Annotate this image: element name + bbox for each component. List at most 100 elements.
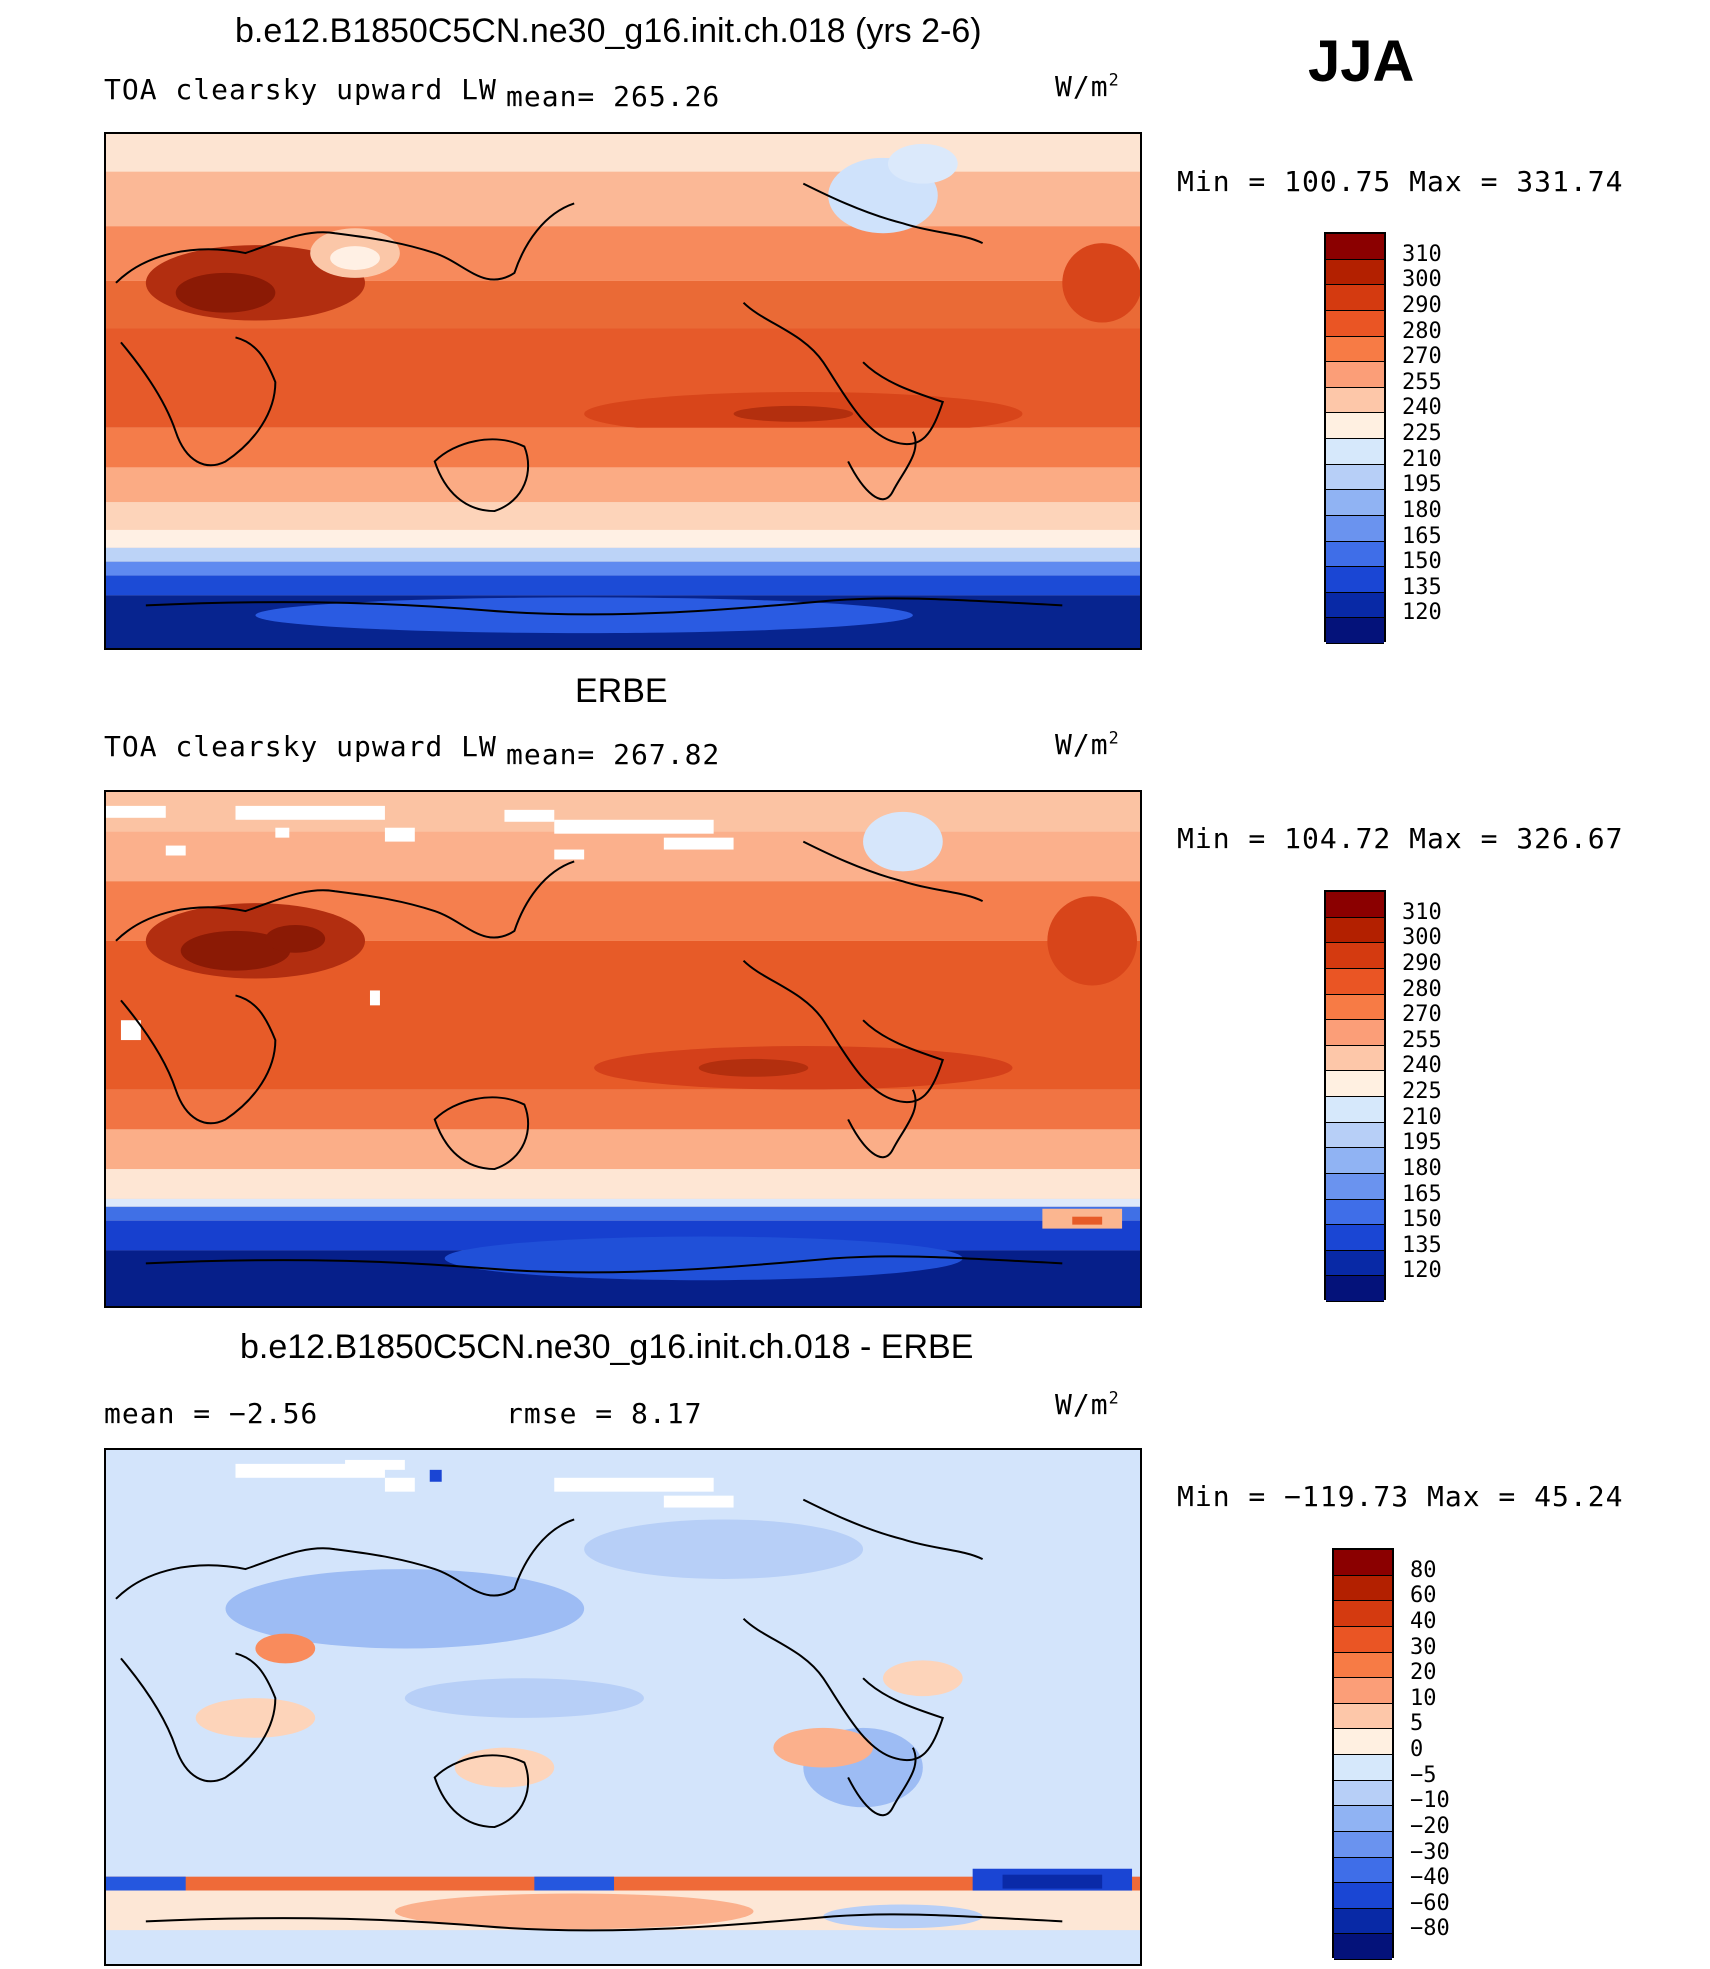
colorbar-tick-label: −10	[1410, 1788, 1450, 1814]
colorbar-swatch	[1334, 1831, 1392, 1858]
colorbar-tick-label: 195	[1402, 472, 1442, 498]
colorbar-swatch	[1326, 592, 1384, 619]
colorbar-swatch	[1326, 1071, 1384, 1097]
colorbar-tick-label: 210	[1402, 1104, 1442, 1130]
colorbar-swatch	[1326, 259, 1384, 286]
colorbar-swatch	[1334, 1601, 1392, 1627]
colorbar-tick-label: 165	[1402, 1181, 1442, 1207]
colorbar-tick-label: −40	[1410, 1865, 1450, 1891]
panel-3-minmax: Min = −119.73 Max = 45.24	[1177, 1480, 1624, 1513]
colorbar-tick-label: 225	[1402, 1079, 1442, 1104]
colorbar-tick-label: 290	[1402, 950, 1442, 976]
colorbar-swatch	[1326, 336, 1384, 363]
colorbar-tick-label: 280	[1402, 318, 1442, 344]
colorbar-tick-label: 300	[1402, 267, 1442, 293]
colorbar-tick-label: 255	[1402, 1027, 1442, 1053]
panel-1-colorbar-box	[1324, 232, 1386, 644]
colorbar-tick-label: 80	[1410, 1557, 1437, 1583]
colorbar-tick-label: 300	[1402, 925, 1442, 951]
colorbar-tick-label: 5	[1410, 1711, 1424, 1737]
colorbar-swatch	[1334, 1575, 1392, 1602]
colorbar-tick-label: 30	[1410, 1634, 1437, 1660]
colorbar-swatch	[1334, 1908, 1392, 1935]
colorbar-tick-label: 10	[1410, 1685, 1437, 1711]
colorbar-tick-label: 150	[1402, 549, 1442, 575]
colorbar-swatch	[1326, 1122, 1384, 1149]
colorbar-swatch	[1326, 943, 1384, 969]
panel-2-map	[104, 790, 1142, 1308]
panel-1-units: W/m2	[1055, 69, 1120, 103]
colorbar-tick-label: −30	[1410, 1839, 1450, 1865]
panel-2-mean: mean= 267.82	[506, 738, 721, 771]
colorbar-tick-label: 165	[1402, 523, 1442, 549]
panel-2-units: W/m2	[1055, 727, 1120, 761]
colorbar-swatch	[1326, 1097, 1384, 1123]
colorbar-swatch	[1326, 285, 1384, 311]
panel-2-title: ERBE	[575, 672, 668, 710]
colorbar-tick-label: −80	[1410, 1916, 1450, 1942]
panel-3-colorbar-box	[1332, 1548, 1394, 1960]
colorbar-tick-label: 180	[1402, 497, 1442, 523]
colorbar-swatch	[1326, 1045, 1384, 1072]
colorbar-swatch	[1326, 362, 1384, 388]
colorbar-swatch	[1326, 1276, 1384, 1302]
colorbar-tick-label: −20	[1410, 1813, 1450, 1839]
panel-3-colorbar: 80 60 40 30 20 10 5 0 −5 −10 −20 −30 −40 −60 −80	[1332, 1548, 1450, 1960]
colorbar-tick-label: 135	[1402, 1232, 1442, 1258]
panel-3-mean: mean = −2.56	[104, 1397, 319, 1430]
colorbar-tick-label: 120	[1402, 600, 1442, 626]
colorbar-swatch	[1334, 1550, 1392, 1576]
panel-1-map-svg	[106, 134, 1140, 648]
colorbar-swatch	[1326, 994, 1384, 1021]
panel-3-map-svg	[106, 1450, 1140, 1964]
panel-1-map	[104, 132, 1142, 650]
panel-2-variable-label: TOA clearsky upward LW	[104, 730, 497, 763]
colorbar-tick-label: 20	[1410, 1660, 1437, 1686]
colorbar-swatch	[1326, 618, 1384, 644]
colorbar-swatch	[1326, 387, 1384, 414]
colorbar-swatch	[1326, 310, 1384, 337]
colorbar-swatch	[1326, 541, 1384, 568]
colorbar-swatch	[1326, 413, 1384, 439]
colorbar-tick-label: −60	[1410, 1890, 1450, 1916]
panel-1-variable-label: TOA clearsky upward LW	[104, 73, 497, 106]
colorbar-tick-label: 240	[1402, 395, 1442, 421]
season-label: JJA	[1308, 29, 1415, 94]
colorbar-tick-label: 210	[1402, 446, 1442, 472]
colorbar-swatch	[1326, 234, 1384, 260]
colorbar-tick-label: 225	[1402, 421, 1442, 446]
colorbar-swatch	[1326, 1173, 1384, 1200]
colorbar-tick-label: 280	[1402, 976, 1442, 1002]
colorbar-swatch	[1326, 1148, 1384, 1174]
colorbar-tick-label: 240	[1402, 1053, 1442, 1079]
colorbar-swatch	[1326, 464, 1384, 491]
colorbar-swatch	[1326, 439, 1384, 465]
panel-2-colorbar-box	[1324, 890, 1386, 1302]
colorbar-swatch	[1334, 1755, 1392, 1781]
panel-3-rmse: rmse = 8.17	[506, 1397, 703, 1430]
colorbar-swatch	[1326, 567, 1384, 593]
colorbar-swatch	[1334, 1780, 1392, 1807]
colorbar-tick-label: −5	[1410, 1762, 1437, 1788]
colorbar-swatch	[1326, 892, 1384, 918]
colorbar-tick-label: 270	[1402, 344, 1442, 370]
colorbar-tick-label: 120	[1402, 1258, 1442, 1284]
panel-2-colorbar: 310 300 290 280 270 255 240 225 210 195 180 165 150 1…	[1324, 890, 1442, 1302]
colorbar-swatch	[1334, 1883, 1392, 1909]
panel-1-minmax: Min = 100.75 Max = 331.74	[1177, 165, 1624, 198]
panel-2-map-svg	[106, 792, 1140, 1306]
colorbar-tick-label: 150	[1402, 1207, 1442, 1233]
panel-1-mean: mean= 265.26	[506, 80, 721, 113]
colorbar-tick-label: 40	[1410, 1608, 1437, 1634]
colorbar-swatch	[1334, 1678, 1392, 1704]
colorbar-swatch	[1334, 1703, 1392, 1730]
colorbar-swatch	[1326, 1199, 1384, 1226]
colorbar-swatch	[1326, 515, 1384, 542]
colorbar-tick-label: 135	[1402, 574, 1442, 600]
colorbar-swatch	[1334, 1626, 1392, 1653]
colorbar-swatch	[1326, 1225, 1384, 1251]
panel-3-map	[104, 1448, 1142, 1966]
colorbar-swatch	[1326, 1020, 1384, 1046]
panel-3-units: W/m2	[1055, 1387, 1120, 1421]
colorbar-tick-label: 180	[1402, 1155, 1442, 1181]
